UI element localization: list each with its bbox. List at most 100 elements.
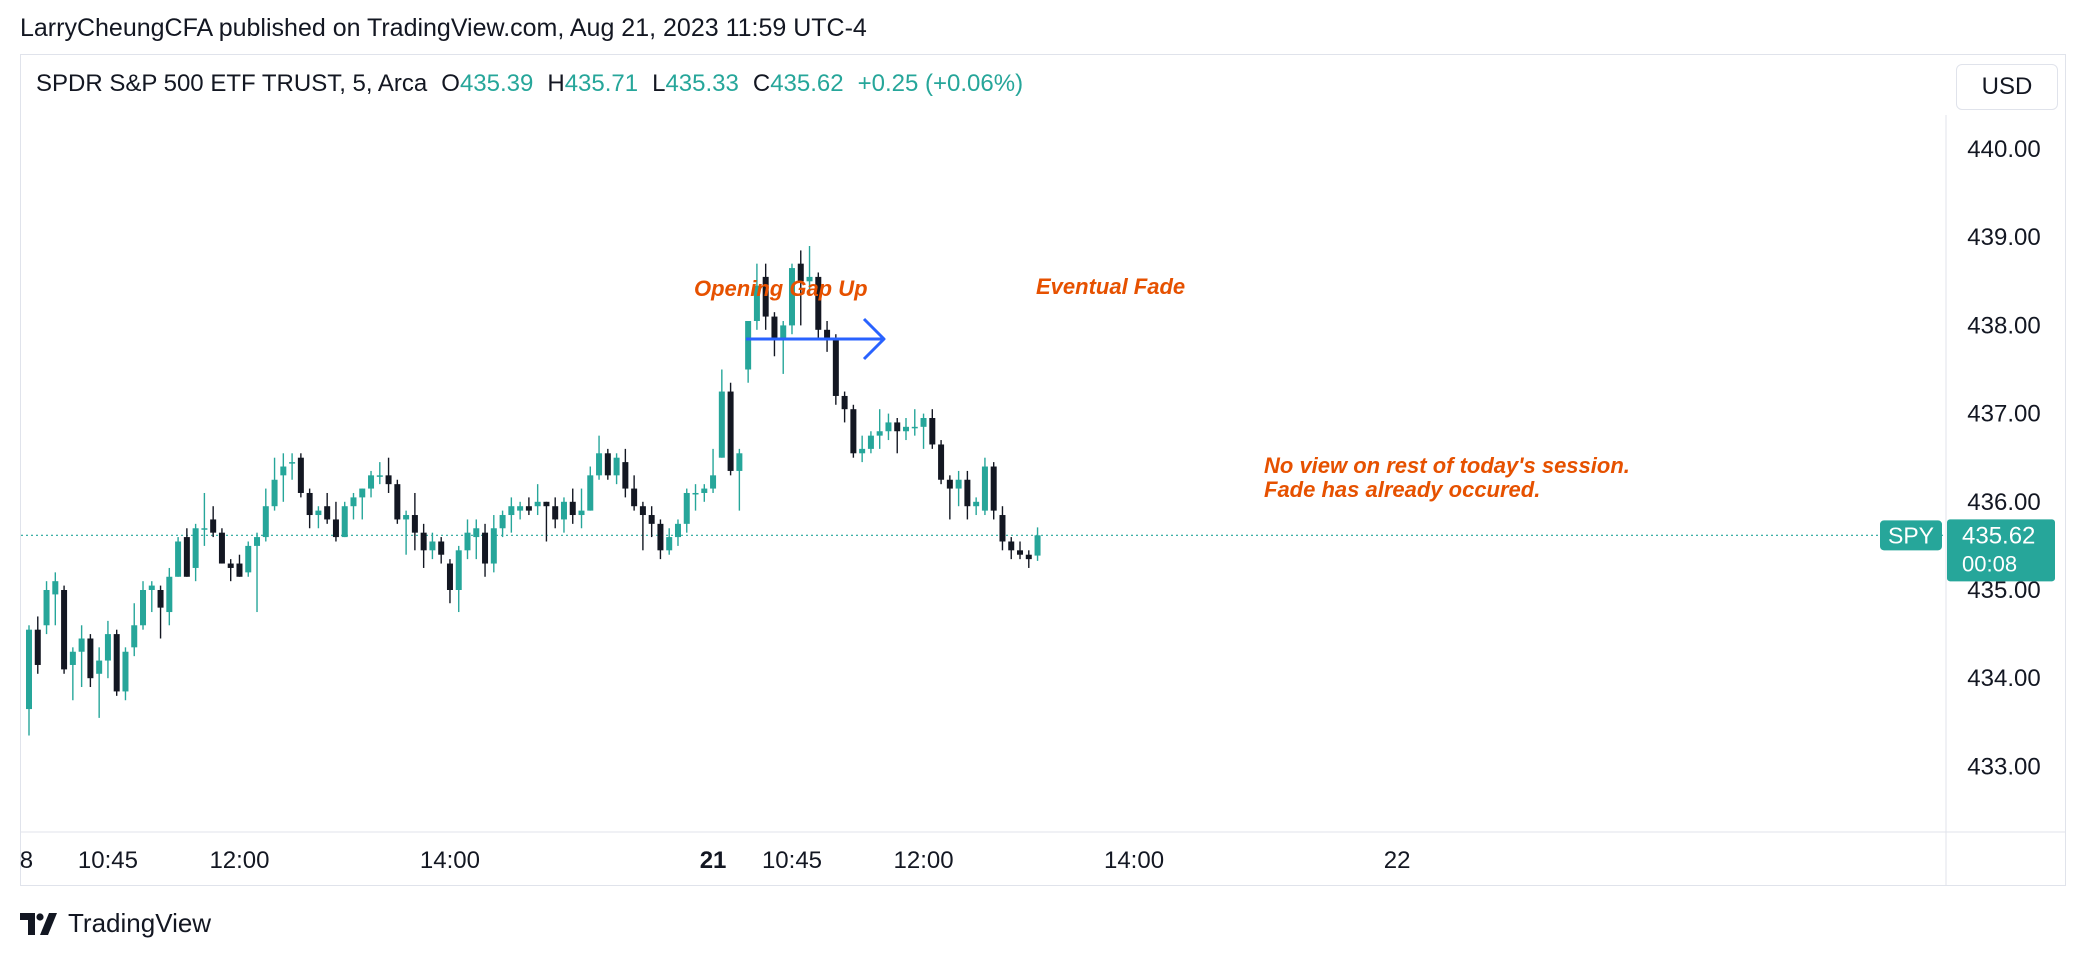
- legend-symbol: SPDR S&P 500 ETF TRUST, 5, Arca: [36, 70, 428, 97]
- candle-body: [297, 457, 304, 493]
- legend-high-value: 435.71: [564, 70, 639, 97]
- candle-body: [762, 276, 769, 317]
- candle-body: [692, 492, 699, 495]
- candle-body: [938, 444, 945, 480]
- x-tick-label: 21: [700, 847, 727, 874]
- publisher-line: LarryCheungCFA published on TradingView.…: [20, 14, 867, 42]
- candle-body: [552, 506, 559, 520]
- candle-body: [683, 492, 690, 524]
- candle-body: [271, 479, 278, 507]
- candle-body: [525, 506, 532, 511]
- candle-body: [359, 488, 366, 498]
- candle-body: [394, 484, 401, 520]
- candles-group: [26, 246, 1041, 736]
- candle-body: [61, 590, 68, 670]
- candle-body: [981, 466, 988, 511]
- candle-body: [490, 528, 497, 564]
- candle-body: [315, 510, 322, 516]
- legend-close-value: 435.62: [770, 70, 844, 97]
- candle-body: [832, 338, 839, 396]
- x-tick-label: 12:00: [209, 847, 269, 874]
- candle-body: [560, 501, 567, 520]
- candle-body: [438, 541, 445, 555]
- candle-body: [245, 545, 252, 573]
- candle-body: [104, 634, 111, 661]
- x-tick-label: 14:00: [1104, 847, 1164, 874]
- bar-countdown-label: 00:08: [1962, 551, 2017, 576]
- candle-body: [911, 426, 918, 429]
- tradingview-brand[interactable]: TradingView: [20, 908, 211, 939]
- candle-body: [376, 475, 383, 477]
- x-tick-label: 10:45: [762, 847, 822, 874]
- candle-body: [350, 497, 357, 507]
- x-tick-label: 10:45: [78, 847, 138, 874]
- candle-body: [903, 426, 909, 432]
- legend-low-value: 435.33: [665, 70, 739, 97]
- candle-body: [113, 634, 120, 692]
- candle-body: [788, 268, 795, 326]
- candle-body: [815, 276, 822, 330]
- candle-body: [806, 276, 813, 282]
- annotation-no-view: No view on rest of today's session.: [1264, 453, 1630, 478]
- candle-body: [157, 590, 164, 608]
- candle-body: [429, 541, 436, 551]
- annotation-opening-gap-up: Opening Gap Up: [694, 276, 868, 301]
- candle-body: [26, 629, 32, 710]
- brand-label: TradingView: [68, 908, 212, 938]
- candle-body: [578, 510, 585, 516]
- candle-body: [464, 532, 471, 551]
- candle-body: [482, 532, 489, 564]
- candle-body: [175, 541, 182, 577]
- candle-body: [674, 523, 681, 538]
- candle-body: [262, 506, 269, 538]
- legend-high-label: H: [547, 70, 565, 97]
- x-tick-label: 22: [1384, 847, 1411, 874]
- candle-body: [148, 585, 155, 590]
- candle-body: [648, 515, 655, 524]
- y-tick-label: 436.00: [1967, 489, 2040, 516]
- candle-body: [43, 590, 50, 626]
- candle-body: [701, 488, 708, 493]
- candle-body: [420, 532, 427, 551]
- candle-body: [771, 316, 778, 339]
- candle-body: [587, 475, 594, 511]
- candle-body: [753, 285, 760, 321]
- candle-body: [508, 506, 515, 516]
- symbol-tag-bg: [1880, 520, 1942, 551]
- candle-body: [718, 391, 725, 458]
- candle-body: [1025, 554, 1032, 560]
- symbol-tag: SPY: [1888, 522, 1934, 548]
- legend-close-label: C: [752, 70, 771, 97]
- candle-body: [201, 528, 208, 530]
- currency-button[interactable]: USD: [1956, 64, 2058, 110]
- candle-body: [1034, 535, 1041, 556]
- y-tick-label: 440.00: [1967, 136, 2040, 163]
- candle-body: [964, 479, 971, 507]
- candle-body: [1008, 541, 1015, 551]
- candle-body: [140, 590, 147, 626]
- legend-change: +0.25 (+0.06%): [857, 70, 1024, 97]
- candle-body: [254, 537, 261, 546]
- candle-body: [973, 501, 980, 507]
- candle-body: [227, 563, 234, 568]
- y-tick-label: 433.00: [1967, 753, 2040, 780]
- candle-body: [210, 519, 217, 533]
- candle-body: [455, 550, 462, 590]
- candle-body: [666, 537, 673, 551]
- y-tick-label: 439.00: [1967, 224, 2040, 251]
- legend-open-value: 435.39: [459, 70, 534, 97]
- candle-body: [631, 488, 638, 507]
- candle-body: [183, 537, 190, 577]
- candle-body: [543, 501, 550, 507]
- y-tick-label: 435.00: [1967, 577, 2040, 604]
- candle-body: [306, 492, 313, 516]
- candle-body: [745, 320, 752, 370]
- x-tick-label: 12:00: [894, 847, 954, 874]
- candle-body: [411, 515, 418, 533]
- candle-body: [946, 479, 953, 489]
- legend-open-label: O: [441, 70, 460, 97]
- candle-body: [52, 581, 59, 595]
- price-label-bg: [1947, 519, 2055, 582]
- last-price-label: 435.62: [1962, 522, 2035, 549]
